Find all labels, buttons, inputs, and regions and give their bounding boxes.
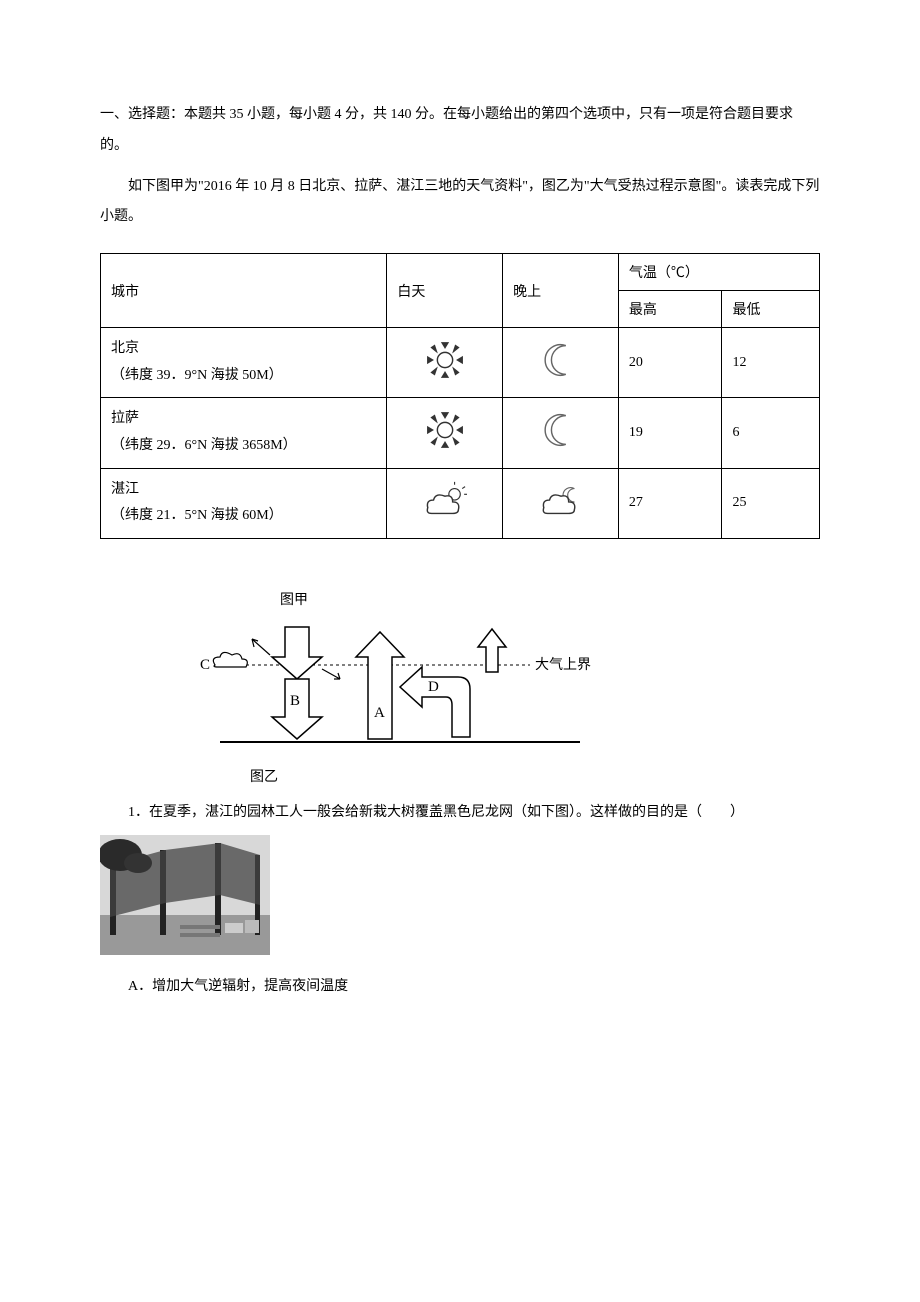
header-city: 城市	[101, 254, 387, 328]
section-instructions: 一、选择题：本题共 35 小题，每小题 4 分，共 140 分。在每小题给出的第…	[100, 100, 820, 162]
temp-high: 27	[618, 468, 722, 538]
temp-low: 6	[722, 398, 820, 468]
table-row: 湛江 （纬度 21．5°N 海拔 60M） 27 25	[101, 468, 820, 538]
night-icon-cell	[503, 468, 619, 538]
header-day: 白天	[387, 254, 503, 328]
cloud-moon-icon	[532, 479, 590, 523]
label-d: D	[428, 679, 439, 695]
city-name: 北京	[111, 341, 139, 356]
city-cell: 拉萨 （纬度 29．6°N 海拔 3658M）	[101, 398, 387, 468]
temp-high: 19	[618, 398, 722, 468]
photo-svg	[100, 835, 270, 955]
figure-caption-1: 图甲	[100, 589, 820, 609]
table-row: 拉萨 （纬度 29．6°N 海拔 3658M）	[101, 398, 820, 468]
boundary-label: 大气上界	[535, 657, 591, 673]
day-icon-cell	[387, 328, 503, 398]
header-temp: 气温（℃）	[618, 254, 819, 291]
moon-icon	[532, 408, 590, 452]
temp-high: 20	[618, 328, 722, 398]
tree-net-photo	[100, 835, 820, 960]
header-low: 最低	[722, 291, 820, 328]
day-icon-cell	[387, 468, 503, 538]
city-detail: （纬度 29．6°N 海拔 3658M）	[111, 438, 297, 453]
sun-icon	[416, 408, 474, 452]
diagram-svg: 大气上界 B C A D	[190, 617, 610, 757]
header-high: 最高	[618, 291, 722, 328]
city-cell: 北京 （纬度 39．9°N 海拔 50M）	[101, 328, 387, 398]
table-row: 北京 （纬度 39．9°N 海拔 50M）	[101, 328, 820, 398]
label-a: A	[374, 705, 385, 721]
night-icon-cell	[503, 398, 619, 468]
moon-icon	[532, 338, 590, 382]
city-name: 拉萨	[111, 411, 139, 426]
question-context: 如下图甲为"2016 年 10 月 8 日北京、拉萨、湛江三地的天气资料"，图乙…	[100, 172, 820, 234]
temp-low: 12	[722, 328, 820, 398]
label-b: B	[290, 693, 300, 709]
atmosphere-diagram: 大气上界 B C A D	[100, 617, 820, 762]
cloud-sun-icon	[416, 479, 474, 523]
day-icon-cell	[387, 398, 503, 468]
city-cell: 湛江 （纬度 21．5°N 海拔 60M）	[101, 468, 387, 538]
temp-low: 25	[722, 468, 820, 538]
question-1: 1．在夏季，湛江的园林工人一般会给新栽大树覆盖黑色尼龙网（如下图）。这样做的目的…	[100, 798, 820, 829]
label-c: C	[200, 657, 210, 673]
city-detail: （纬度 21．5°N 海拔 60M）	[111, 508, 283, 523]
city-detail: （纬度 39．9°N 海拔 50M）	[111, 368, 283, 383]
night-icon-cell	[503, 328, 619, 398]
sun-icon	[416, 338, 474, 382]
option-a: A．增加大气逆辐射，提高夜间温度	[100, 972, 820, 1003]
table-header-row-1: 城市 白天 晚上 气温（℃）	[101, 254, 820, 291]
city-name: 湛江	[111, 482, 139, 497]
figure-caption-2: 图乙	[100, 766, 820, 786]
weather-data-table: 城市 白天 晚上 气温（℃） 最高 最低 北京 （纬度 39．9°N 海拔 50…	[100, 253, 820, 539]
header-night: 晚上	[503, 254, 619, 328]
